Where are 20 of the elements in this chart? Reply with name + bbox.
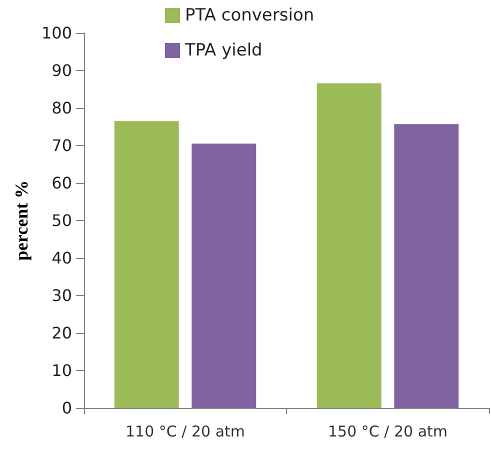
y-tick-label: 100 (41, 24, 72, 42)
bar (316, 83, 382, 408)
bar (114, 121, 179, 408)
y-tick-label: 0 (62, 398, 72, 418)
bar (192, 144, 256, 408)
y-tick-label: 80 (52, 98, 72, 118)
y-tick-label: 20 (52, 324, 72, 342)
bar (394, 124, 459, 408)
y-tick-label: 50 (52, 211, 72, 230)
y-tick-label: 40 (52, 248, 72, 268)
y-tick-label: 10 (52, 361, 72, 380)
y-axis-title: percent % (12, 180, 32, 261)
y-tick-label: 70 (52, 136, 72, 155)
x-tick-label: 110 °C / 20 atm (125, 422, 246, 440)
y-tick-label: 30 (52, 286, 72, 305)
y-tick-label: 60 (52, 174, 72, 192)
x-tick-label: 150 °C / 20 atm (328, 422, 448, 440)
legend-label: TPA yield (184, 40, 262, 60)
legend-label: PTA conversion (185, 6, 314, 26)
y-tick-label: 90 (52, 61, 72, 80)
